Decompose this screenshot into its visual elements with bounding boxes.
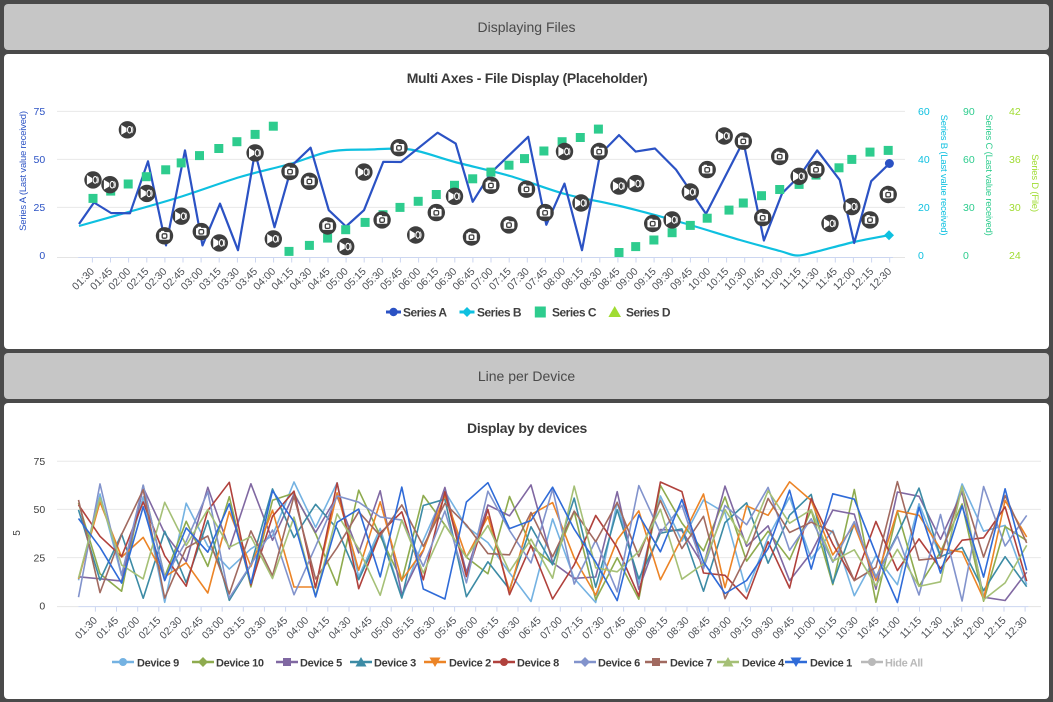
svg-text:11:30: 11:30: [919, 615, 946, 642]
svg-text:Display by devices: Display by devices: [467, 420, 587, 436]
svg-text:08:30: 08:30: [665, 615, 692, 642]
svg-text:11:45: 11:45: [940, 615, 967, 642]
svg-text:50: 50: [34, 504, 46, 516]
svg-text:04:15: 04:15: [305, 615, 332, 642]
svg-text:06:15: 06:15: [474, 615, 501, 642]
svg-text:09:15: 09:15: [728, 615, 755, 642]
svg-text:36: 36: [1009, 154, 1021, 166]
svg-text:0: 0: [39, 601, 45, 613]
svg-text:Device 10: Device 10: [216, 658, 264, 670]
svg-text:06:30: 06:30: [496, 615, 523, 642]
svg-text:Device 8: Device 8: [517, 658, 559, 670]
svg-text:03:00: 03:00: [200, 615, 227, 642]
svg-text:Device 7: Device 7: [670, 658, 712, 670]
svg-text:07:30: 07:30: [580, 615, 607, 642]
svg-text:75: 75: [34, 106, 46, 118]
svg-text:10:00: 10:00: [791, 615, 818, 642]
svg-text:08:45: 08:45: [686, 615, 713, 642]
svg-text:Device 4: Device 4: [742, 658, 785, 670]
svg-text:07:15: 07:15: [559, 615, 586, 642]
svg-text:60: 60: [918, 106, 930, 118]
svg-text:24: 24: [1009, 250, 1021, 262]
svg-text:04:00: 04:00: [284, 615, 311, 642]
svg-text:90: 90: [963, 106, 975, 118]
svg-text:0: 0: [918, 250, 924, 262]
svg-text:04:45: 04:45: [348, 615, 375, 642]
svg-text:03:45: 03:45: [263, 615, 290, 642]
svg-text:Device 9: Device 9: [137, 658, 179, 670]
svg-text:Series D (File): Series D (File): [1029, 154, 1040, 212]
svg-text:01:45: 01:45: [94, 615, 121, 642]
svg-text:12:15: 12:15: [982, 615, 1009, 642]
svg-text:03:30: 03:30: [242, 615, 269, 642]
svg-text:10:30: 10:30: [834, 615, 861, 642]
svg-text:Hide All: Hide All: [885, 658, 923, 670]
svg-text:05:15: 05:15: [390, 615, 417, 642]
svg-text:06:45: 06:45: [517, 615, 544, 642]
svg-text:Device 6: Device 6: [598, 658, 640, 670]
svg-text:02:00: 02:00: [115, 615, 142, 642]
svg-text:07:00: 07:00: [538, 615, 565, 642]
svg-text:Series B: Series B: [477, 306, 522, 320]
svg-text:11:00: 11:00: [876, 615, 903, 642]
svg-text:Device 5: Device 5: [300, 658, 342, 670]
svg-text:30: 30: [1009, 202, 1021, 214]
svg-text:05:30: 05:30: [411, 615, 438, 642]
svg-text:02:30: 02:30: [157, 615, 184, 642]
svg-text:75: 75: [34, 456, 46, 468]
svg-text:Device 1: Device 1: [810, 658, 852, 670]
svg-text:30: 30: [963, 202, 975, 214]
svg-text:Series D: Series D: [626, 306, 671, 320]
svg-text:07:45: 07:45: [601, 615, 628, 642]
svg-text:Series A: Series A: [403, 306, 447, 320]
svg-text:40: 40: [918, 154, 930, 166]
svg-text:09:00: 09:00: [707, 615, 734, 642]
svg-text:20: 20: [918, 202, 930, 214]
svg-text:04:30: 04:30: [327, 615, 354, 642]
svg-text:09:45: 09:45: [770, 615, 797, 642]
svg-text:08:15: 08:15: [643, 615, 670, 642]
svg-text:Series C: Series C: [552, 306, 597, 320]
svg-text:10:15: 10:15: [812, 615, 839, 642]
svg-text:42: 42: [1009, 106, 1021, 118]
svg-text:Series C (Last value received): Series C (Last value received): [983, 114, 994, 235]
svg-text:60: 60: [963, 154, 975, 166]
svg-text:Series B (Last value received): Series B (Last value received): [938, 115, 949, 236]
svg-text:05:45: 05:45: [432, 615, 459, 642]
svg-text:Device 3: Device 3: [374, 658, 416, 670]
svg-text:10:45: 10:45: [855, 615, 882, 642]
svg-text:02:45: 02:45: [179, 615, 206, 642]
svg-text:Device 2: Device 2: [449, 658, 491, 670]
svg-text:Series A (Last value received): Series A (Last value received): [18, 111, 29, 231]
svg-text:0: 0: [963, 250, 969, 262]
svg-text:50: 50: [34, 154, 46, 166]
svg-text:12:30: 12:30: [1003, 615, 1030, 642]
svg-text:06:00: 06:00: [453, 615, 480, 642]
svg-text:02:15: 02:15: [136, 615, 163, 642]
svg-text:08:00: 08:00: [622, 615, 649, 642]
svg-text:25: 25: [34, 552, 46, 564]
svg-text:03:15: 03:15: [221, 615, 248, 642]
svg-text:11:15: 11:15: [898, 615, 925, 642]
svg-text:09:30: 09:30: [749, 615, 776, 642]
svg-text:01:30: 01:30: [73, 615, 100, 642]
svg-text:12:00: 12:00: [960, 615, 987, 642]
svg-text:5: 5: [12, 530, 23, 536]
svg-text:0: 0: [39, 250, 45, 262]
svg-text:05:00: 05:00: [369, 615, 396, 642]
svg-text:Multi Axes - File Display (Pla: Multi Axes - File Display (Placeholder): [407, 70, 648, 86]
svg-text:25: 25: [34, 202, 46, 214]
